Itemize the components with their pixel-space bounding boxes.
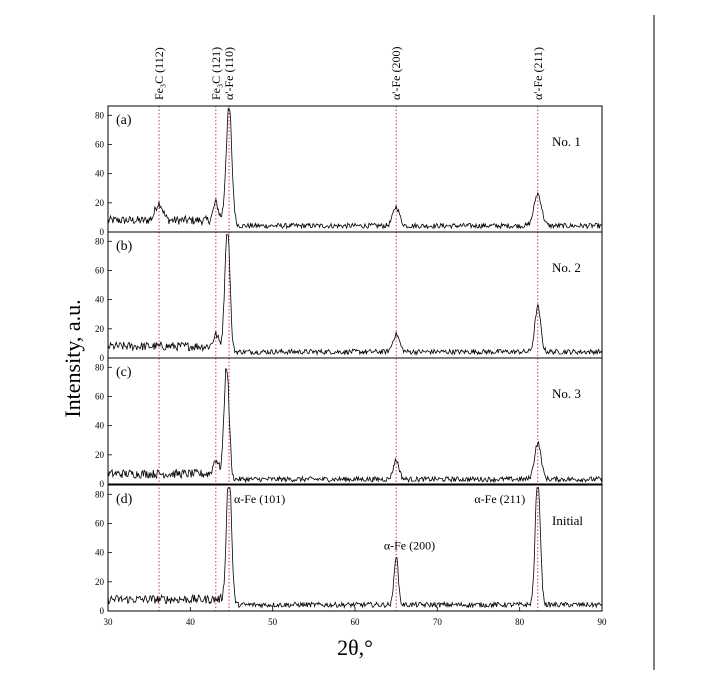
phase-label: α'-Fe (200) — [389, 47, 403, 100]
sample-label: Initial — [552, 513, 583, 528]
y-tick-label: 40 — [95, 548, 105, 558]
x-axis-title: 2θ,° — [337, 635, 373, 660]
panel-letter-label: (b) — [116, 239, 133, 254]
y-tick-label: 20 — [95, 577, 105, 587]
panels-layer — [107, 108, 603, 609]
y-tick-label: 80 — [95, 236, 105, 246]
y-tick-label: 60 — [95, 518, 105, 528]
y-tick-label: 60 — [95, 265, 105, 275]
y-tick-label: 80 — [95, 110, 105, 120]
panel-frame — [107, 231, 603, 359]
panel-frame — [107, 357, 603, 485]
peak-label: α-Fe (200) — [384, 539, 435, 553]
spectrum-line — [107, 234, 603, 356]
sample-label: No. 2 — [552, 260, 581, 275]
panel-frame — [107, 105, 603, 233]
phase-label: Fe₃C (112) — [152, 47, 166, 100]
y-tick-label: 20 — [95, 450, 105, 460]
sample-label: No. 3 — [552, 386, 581, 401]
y-tick-label: 20 — [95, 324, 105, 334]
phase-label: Fe₃C (121) — [209, 47, 223, 100]
y-tick-label: 40 — [95, 169, 105, 179]
spectrum-line — [107, 487, 603, 609]
x-tick-label: 70 — [433, 617, 443, 627]
panel-letter-label: (c) — [116, 365, 132, 380]
y-tick-label: 0 — [100, 353, 105, 363]
x-tick-label: 50 — [268, 617, 278, 627]
phase-label: α'-Fe (110) — [222, 47, 236, 100]
panel-letter-label: (a) — [116, 113, 132, 128]
peak-label: α-Fe (101) — [234, 492, 285, 506]
x-tick-label: 80 — [515, 617, 525, 627]
y-tick-label: 0 — [100, 227, 105, 237]
y-tick-label: 0 — [100, 606, 105, 616]
x-tick-label: 60 — [351, 617, 361, 627]
y-tick-label: 60 — [95, 139, 105, 149]
spectrum-line — [107, 108, 603, 230]
y-tick-label: 0 — [100, 479, 105, 489]
y-axis-title: Intensity, a.u. — [60, 299, 85, 417]
panel-letter-label: (d) — [116, 492, 133, 507]
sample-label: No. 1 — [552, 134, 581, 149]
axes-layer — [107, 105, 603, 612]
x-tick-label: 90 — [598, 617, 608, 627]
phase-label: α'-Fe (211) — [531, 47, 545, 100]
x-tick-label: 40 — [186, 617, 196, 627]
panel-frame — [107, 484, 603, 612]
y-tick-label: 20 — [95, 198, 105, 208]
y-tick-label: 40 — [95, 421, 105, 431]
x-tick-label: 30 — [104, 617, 114, 627]
peak-label: α-Fe (211) — [474, 492, 525, 506]
y-tick-label: 80 — [95, 489, 105, 499]
labels-layer: Fe₃C (112) Fe₃C (121) α'-Fe (110) α'-Fe (20… — [60, 47, 607, 660]
y-tick-label: 80 — [95, 362, 105, 372]
y-tick-label: 40 — [95, 295, 105, 305]
spectrum-line — [107, 367, 603, 484]
y-tick-label: 60 — [95, 391, 105, 401]
